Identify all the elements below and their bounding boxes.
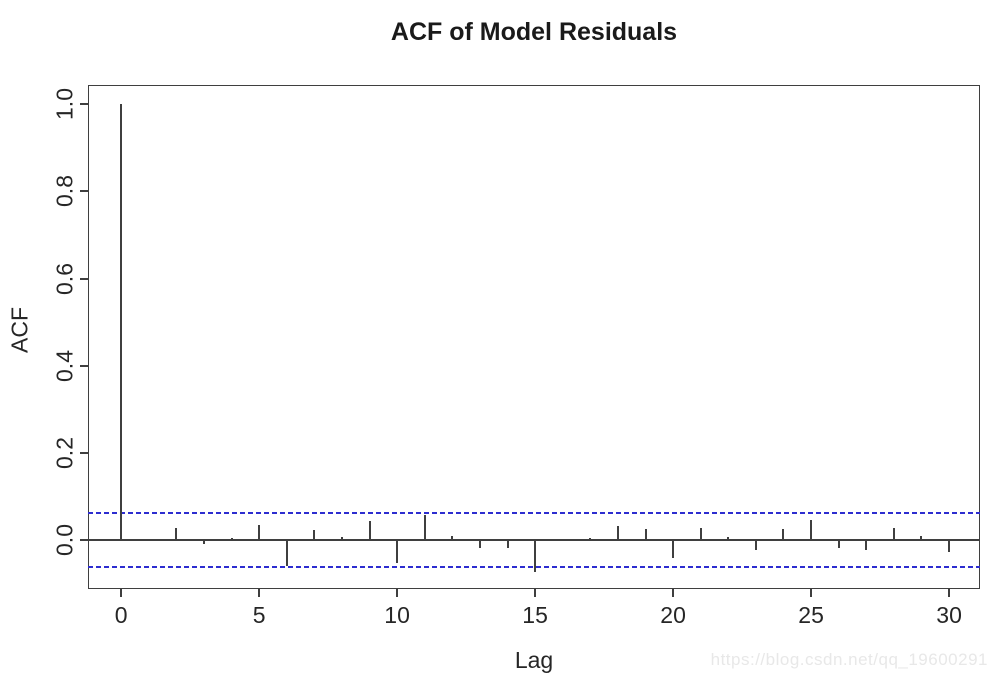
acf-spike-lag-10 [396,540,399,564]
y-axis-tick-label: 0.0 [51,524,78,557]
acf-spike-lag-13 [478,540,481,549]
x-axis-tick-label: 30 [936,602,962,628]
acf-spike-lag-27 [865,540,868,551]
acf-spike-lag-9 [368,520,371,541]
x-axis-tick-label: 15 [522,602,548,628]
x-axis-tick [258,589,261,597]
plot-area [88,85,980,589]
y-axis-tick [80,364,88,367]
x-axis-tick [534,589,537,597]
acf-spike-lag-29 [920,536,923,541]
acf-spike-lag-15 [534,540,537,573]
acf-spike-lag-23 [754,540,757,551]
x-axis-tick [396,589,399,597]
acf-spike-lag-1 [147,539,150,541]
y-axis-tick [80,103,88,106]
acf-spike-lag-20 [672,540,675,558]
acf-spike-lag-0 [120,104,123,541]
y-axis-tick-label: 0.6 [51,262,78,295]
zero-line [88,539,980,542]
acf-spike-lag-18 [616,525,619,541]
watermark: https://blog.csdn.net/qq_19600291 [710,650,988,669]
acf-spike-lag-2 [175,528,178,541]
acf-spike-lag-24 [782,529,785,541]
chart-title: ACF of Model Residuals [390,18,678,46]
x-axis-tick-label: 25 [798,602,824,628]
lower-confidence-line [88,566,980,569]
x-axis-tick-label: 10 [384,602,410,628]
x-axis-tick-label: 20 [660,602,686,628]
acf-spike-lag-17 [589,537,592,541]
x-axis-title: Lag [514,647,554,673]
acf-spike-lag-28 [892,528,895,541]
x-axis-tick [120,589,123,597]
y-axis-tick [80,451,88,454]
x-axis-tick [948,589,951,597]
acf-spike-lag-6 [285,540,288,567]
acf-spike-lag-12 [451,536,454,541]
acf-spike-lag-25 [810,519,813,541]
y-axis-tick-label: 0.2 [51,436,78,469]
y-axis-tick-label: 1.0 [51,88,78,121]
y-axis-tick [80,190,88,193]
acf-spike-lag-30 [948,540,951,552]
upper-confidence-line [88,512,980,515]
acf-spike-lag-7 [313,529,316,541]
x-axis-tick-label: 0 [114,602,128,628]
acf-spike-lag-5 [258,525,261,541]
y-axis-tick [80,539,88,542]
acf-spike-lag-8 [340,536,343,541]
acf-spike-lag-21 [699,527,702,541]
y-axis-tick [80,277,88,280]
x-axis-tick [672,589,675,597]
acf-spike-lag-14 [506,540,509,548]
acf-spike-lag-11 [423,515,426,541]
y-axis-tick-label: 0.8 [51,175,78,208]
y-axis-tick-label: 0.4 [51,349,78,382]
acf-spike-lag-22 [727,536,730,541]
acf-spike-lag-4 [230,537,233,541]
acf-spike-lag-3 [202,540,205,544]
x-axis-tick [810,589,813,597]
acf-spike-lag-19 [644,529,647,541]
acf-spike-lag-26 [837,540,840,549]
y-axis-title: ACF [6,307,33,353]
x-axis-tick-label: 5 [252,602,266,628]
